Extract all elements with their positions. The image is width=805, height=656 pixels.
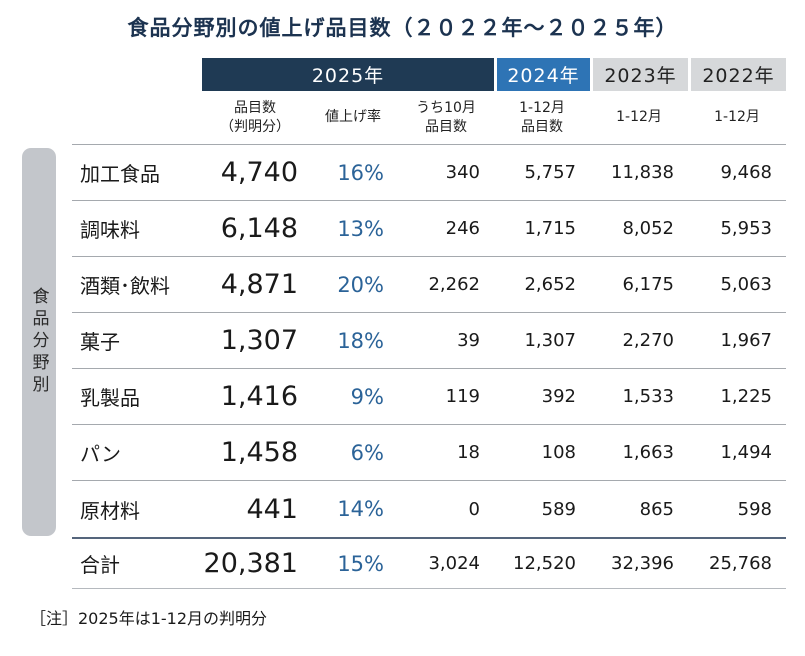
row-category: パン (72, 425, 202, 481)
cell-rate-2025: 13% (308, 201, 398, 257)
footnote: ［注］2025年は1-12月の判明分 (30, 609, 268, 628)
cell-items-2022: 1,494 (688, 425, 786, 481)
subheader-rate-2025: 値上げ率 (308, 91, 398, 145)
row-category: 調味料 (72, 201, 202, 257)
table-area: 食品分野別 2025年 2024年 2023年 2022年 品目数 （判明分） … (22, 58, 786, 589)
year-header-2025: 2025年 (202, 58, 494, 91)
cell-items-2023: 2,270 (590, 313, 688, 369)
cell-items-2024: 392 (494, 369, 590, 425)
data-table: 2025年 2024年 2023年 2022年 品目数 （判明分） 値上げ率 う… (72, 58, 786, 589)
page-title: 食品分野別の値上げ品目数（２０２２年～２０２５年） (127, 16, 678, 40)
cell-items-2022: 5,953 (688, 201, 786, 257)
cell-rate-2025: 6% (308, 425, 398, 481)
cell-items-2023: 6,175 (590, 257, 688, 313)
cell-rate-2025: 18% (308, 313, 398, 369)
cell-oct-2025: 0 (468, 498, 480, 520)
total-rate-2025: 15% (308, 537, 398, 589)
cell-items-2024: 1,307 (494, 313, 590, 369)
cell-items-2025: 6,148 (202, 201, 308, 257)
row-category: 酒類･飲料 (72, 257, 202, 313)
cell-items-2024: 589 (541, 498, 576, 520)
total-items-2022: 25,768 (688, 537, 786, 589)
cell-items-2022: 598 (737, 498, 772, 520)
total-oct-2025: 3,024 (398, 537, 494, 589)
cell-items-2024: 5,757 (494, 145, 590, 201)
row-category: 原材料 (80, 498, 140, 523)
cell-items-2025: 441 (246, 493, 298, 525)
year-header-2023: 2023年 (590, 58, 688, 91)
subheader-items-2022: 1-12月 (688, 91, 786, 145)
cell-oct-2025: 18 (398, 425, 494, 481)
subheader-items-2024: 1-12月 品目数 (494, 91, 590, 145)
cell-rate-2025: 20% (308, 257, 398, 313)
cell-items-2024: 1,715 (494, 201, 590, 257)
year-header-2024: 2024年 (494, 58, 590, 91)
cell-items-2023: 1,533 (590, 369, 688, 425)
cell-items-2025: 1,416 (202, 369, 308, 425)
cell-items-2022: 9,468 (688, 145, 786, 201)
cell-oct-2025: 340 (398, 145, 494, 201)
row-category: 菓子 (72, 313, 202, 369)
year-header-2022: 2022年 (688, 58, 786, 91)
row-category: 乳製品 (72, 369, 202, 425)
category-axis-bar: 食品分野別 (22, 148, 56, 536)
cell-items-2025: 4,871 (202, 257, 308, 313)
cell-items-2023: 8,052 (590, 201, 688, 257)
page: 食品分野別の値上げ品目数（２０２２年～２０２５年） 食品分野別 2025年 20… (22, 16, 786, 628)
cell-items-2025: 4,740 (202, 145, 308, 201)
subheader-oct-2025: うち10月 品目数 (398, 91, 494, 145)
cell-rate-2025: 14% (337, 497, 384, 521)
cell-rate-2025: 16% (308, 145, 398, 201)
category-axis-label: 食品分野別 (28, 287, 49, 397)
total-items-2023: 32,396 (590, 537, 688, 589)
cell-items-2025: 1,307 (202, 313, 308, 369)
cell-items-2023: 865 (639, 498, 674, 520)
cell-items-2024: 108 (494, 425, 590, 481)
cell-items-2023: 1,663 (590, 425, 688, 481)
cell-oct-2025: 119 (398, 369, 494, 425)
cell-oct-2025: 246 (398, 201, 494, 257)
cell-oct-2025: 2,262 (398, 257, 494, 313)
subheader-items-2025: 品目数 （判明分） (202, 91, 308, 145)
cell-items-2022: 1,225 (688, 369, 786, 425)
total-label: 合計 (72, 537, 202, 589)
cell-items-2023: 11,838 (590, 145, 688, 201)
cell-items-2022: 1,967 (688, 313, 786, 369)
cell-oct-2025: 39 (398, 313, 494, 369)
total-items-2025: 20,381 (202, 537, 308, 589)
cell-items-2022: 5,063 (688, 257, 786, 313)
row-category: 加工食品 (72, 145, 202, 201)
subheader-spacer (72, 91, 202, 145)
cell-items-2025: 1,458 (202, 425, 308, 481)
cell-rate-2025: 9% (308, 369, 398, 425)
corner-cell (72, 58, 202, 91)
cell-items-2024: 2,652 (494, 257, 590, 313)
subheader-items-2023: 1-12月 (590, 91, 688, 145)
total-items-2024: 12,520 (494, 537, 590, 589)
